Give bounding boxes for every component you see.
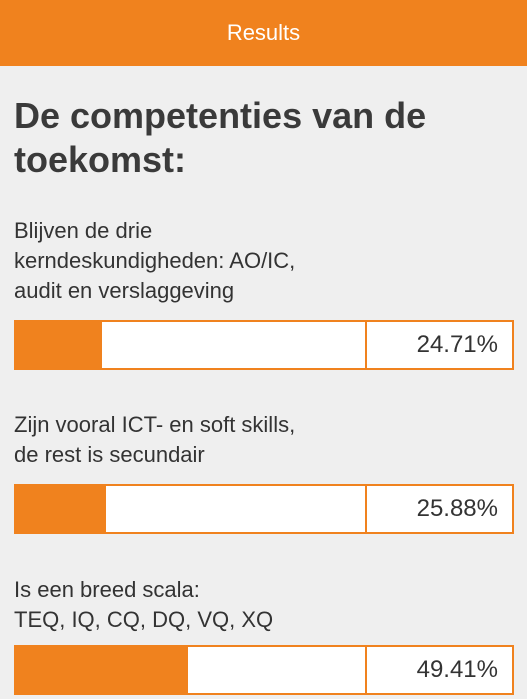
option-label: Is een breed scala: TEQ, IQ, CQ, DQ, VQ,… — [14, 577, 274, 632]
results-header: Results — [0, 0, 527, 66]
bar-track — [16, 647, 367, 693]
header-title: Results — [226, 20, 301, 45]
bar-fill — [16, 486, 107, 532]
question-title: De competenties van de toekomst: — [14, 95, 427, 180]
percent-value: 49.41% — [416, 656, 498, 683]
result-bar: 24.71% — [14, 320, 514, 370]
bar-track — [16, 322, 367, 368]
option-label: Blijven de drie kerndeskundigheden: AO/I… — [14, 218, 296, 303]
result-option-1: Blijven de drie kerndeskundigheden: AO/I… — [14, 216, 514, 370]
bar-track — [16, 486, 367, 532]
result-bar: 49.41% — [14, 645, 514, 695]
bar-fill — [16, 647, 189, 693]
bar-fill — [16, 322, 103, 368]
result-option-2: Zijn vooral ICT- en soft skills, de rest… — [14, 410, 514, 534]
percent-value: 24.71% — [416, 331, 498, 358]
option-label: Zijn vooral ICT- en soft skills, de rest… — [14, 412, 296, 467]
percent-value: 25.88% — [416, 495, 498, 522]
result-bar: 25.88% — [14, 484, 514, 534]
result-option-3: Is een breed scala: TEQ, IQ, CQ, DQ, VQ,… — [14, 575, 514, 695]
